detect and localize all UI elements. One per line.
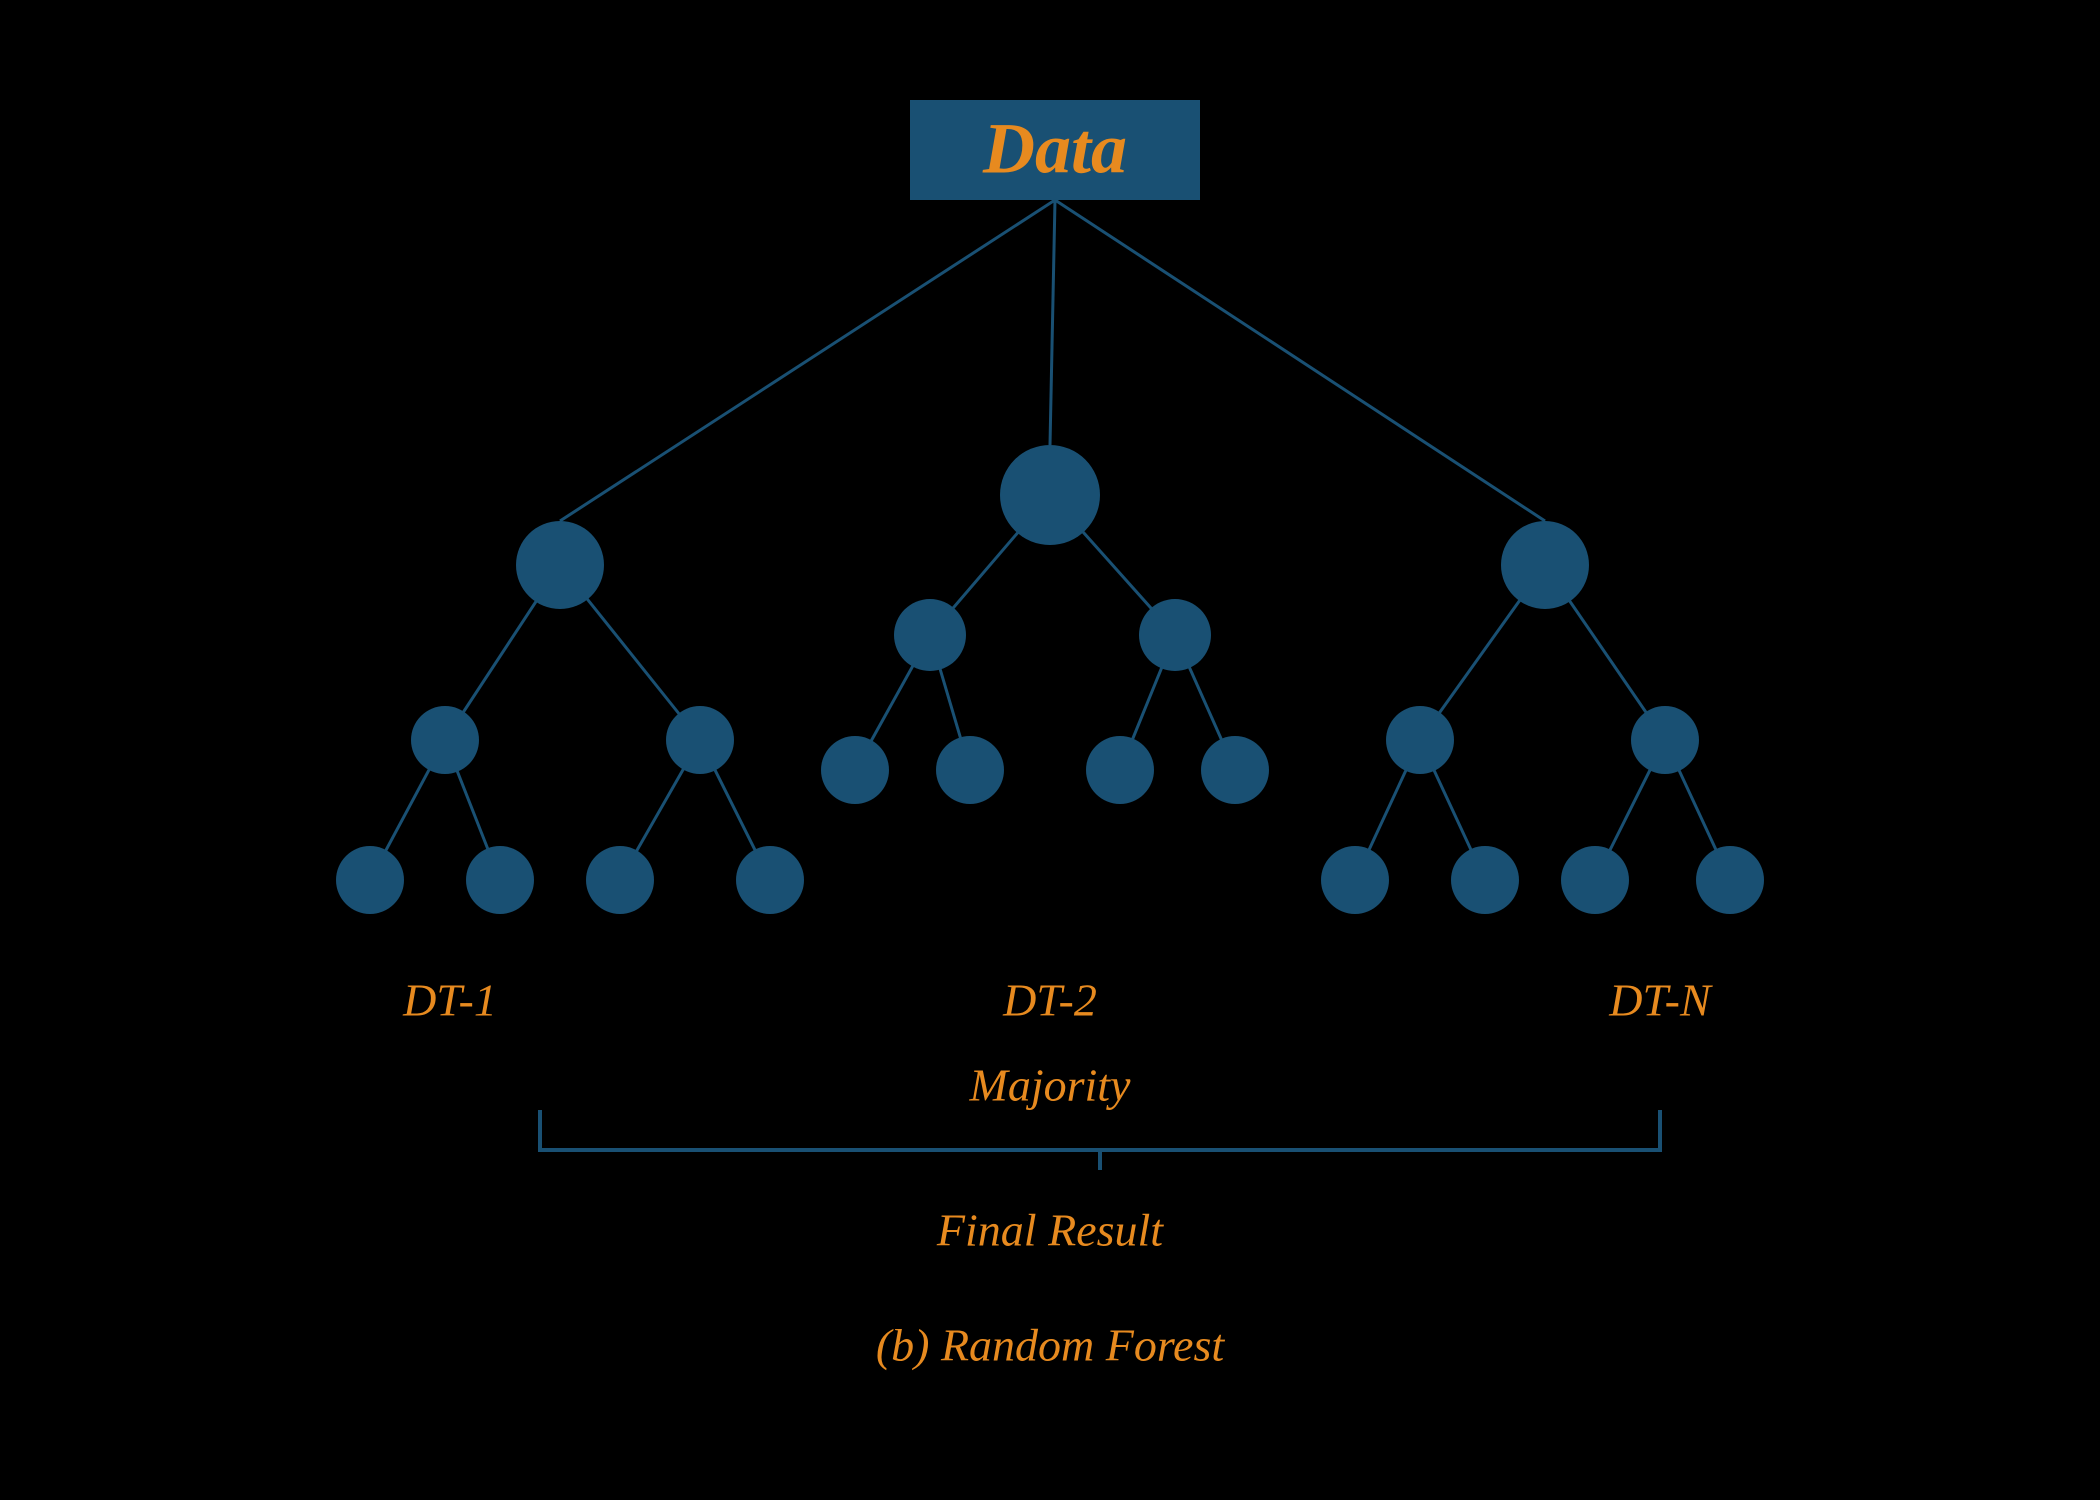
tree-label: DT-1 (402, 975, 497, 1026)
data-to-tree-edge (560, 200, 1055, 521)
tree-DT-1 (336, 521, 804, 914)
trees-group (336, 445, 1764, 914)
tree-node (936, 736, 1004, 804)
tree-node (736, 846, 804, 914)
tree-label: DT-N (1608, 975, 1713, 1026)
tree-node (1139, 599, 1211, 671)
tree-node (1201, 736, 1269, 804)
majority-bracket (540, 1110, 1660, 1170)
tree-labels: DT-1 DT-2 DT-N (402, 975, 1713, 1026)
majority-label: Majority (969, 1060, 1132, 1111)
tree-node (336, 846, 404, 914)
tree-node (666, 706, 734, 774)
final-result-label: Final Result (936, 1205, 1164, 1256)
tree-node (586, 846, 654, 914)
tree-label: DT-2 (1002, 975, 1097, 1026)
tree-node (1000, 445, 1100, 545)
tree-node (1086, 736, 1154, 804)
tree-node (894, 599, 966, 671)
data-to-tree-edge (1055, 200, 1545, 521)
tree-node (1321, 846, 1389, 914)
tree-node (821, 736, 889, 804)
tree-node (1501, 521, 1589, 609)
caption-label: (b) Random Forest (876, 1320, 1226, 1371)
tree-DT-2 (821, 445, 1269, 804)
tree-node (1451, 846, 1519, 914)
tree-node (466, 846, 534, 914)
tree-node (1386, 706, 1454, 774)
tree-DT-N (1321, 521, 1764, 914)
data-box-label: Data (982, 109, 1127, 189)
data-to-tree-edge (1050, 200, 1055, 445)
tree-node (516, 521, 604, 609)
bracket-path (540, 1110, 1660, 1150)
tree-node (1696, 846, 1764, 914)
tree-node (1561, 846, 1629, 914)
tree-node (1631, 706, 1699, 774)
tree-node (411, 706, 479, 774)
